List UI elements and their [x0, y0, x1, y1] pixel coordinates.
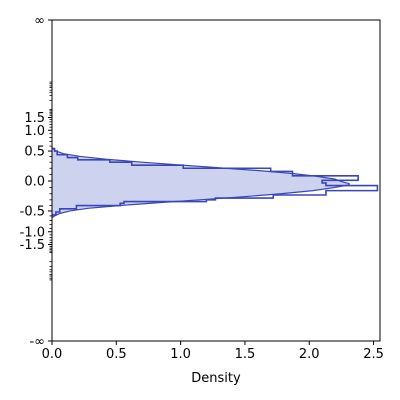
histogram-step-outline	[52, 147, 379, 216]
y-tick-label: -∞	[29, 335, 45, 350]
kde-line	[51, 147, 350, 219]
x-tick-label: 1.5	[235, 347, 256, 362]
axes-layer: 0.0 0.5 1.0 1.5 2.0 2.5∞1.51.00.50.0-0.5-1.0-…	[20, 14, 384, 363]
x-axis-label: Density	[191, 371, 241, 386]
y-tick-label: -0.5	[20, 204, 45, 219]
x-tick-label: 0.5	[106, 347, 127, 362]
x-tick-label: 2.0	[299, 347, 320, 362]
histogram-layer	[52, 147, 379, 216]
kde-fill-area	[52, 147, 350, 218]
x-tick-label: 2.5	[363, 347, 384, 362]
y-tick-label: -1.5	[20, 238, 45, 253]
y-tick-label: 1.0	[24, 124, 45, 139]
kde-curve-layer	[51, 147, 350, 219]
y-tick-label: 0.5	[24, 145, 45, 160]
x-tick-label: 0.0	[42, 347, 63, 362]
y-tick-label: 0.0	[24, 175, 45, 190]
y-tick-label: -1.0	[20, 225, 45, 240]
x-tick-label: 1.0	[170, 347, 191, 362]
y-tick-label: ∞	[34, 14, 45, 29]
y-tick-label: 1.5	[24, 111, 45, 126]
